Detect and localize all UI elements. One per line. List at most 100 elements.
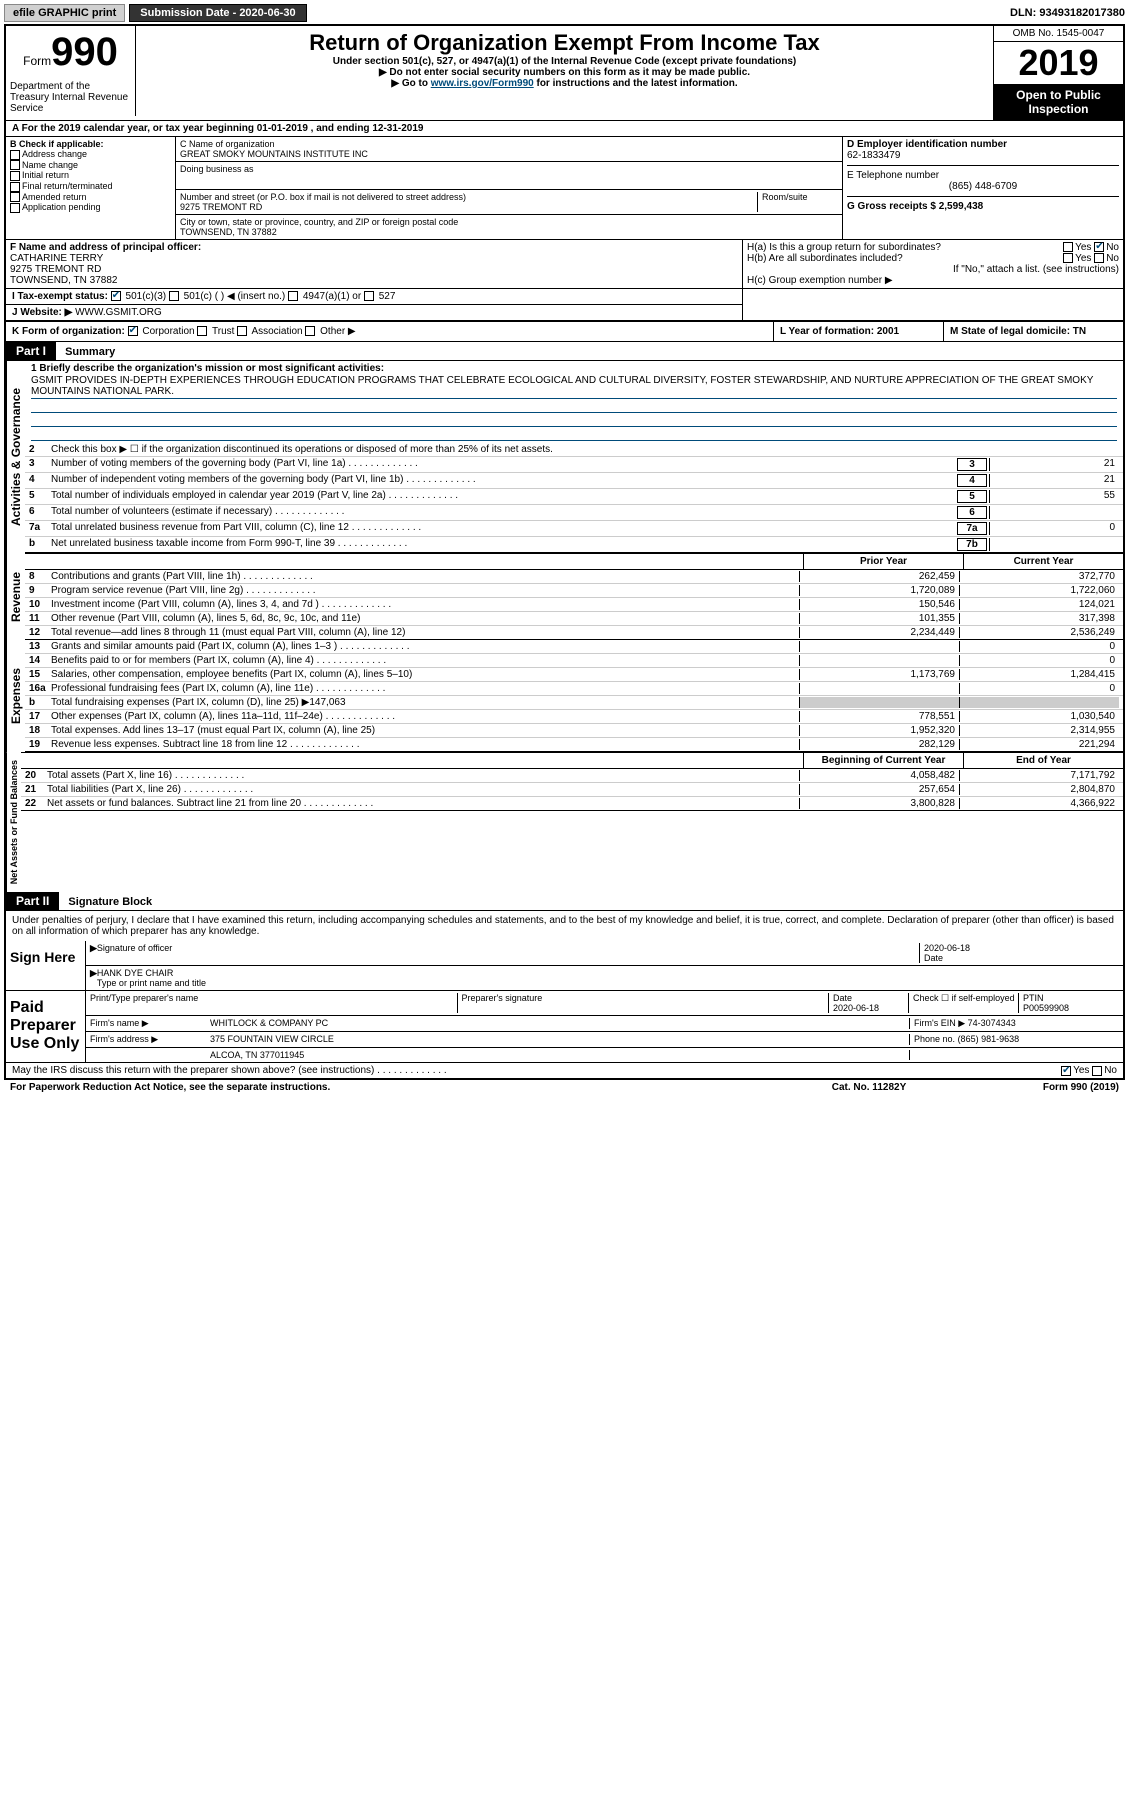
cat-no: Cat. No. 11282Y <box>769 1082 969 1093</box>
net-label: Net Assets or Fund Balances <box>6 752 21 892</box>
discuss-row: May the IRS discuss this return with the… <box>6 1063 1123 1078</box>
exp-label: Expenses <box>6 640 25 752</box>
name-label: C Name of organization <box>180 139 838 149</box>
f-addr2: TOWNSEND, TN 37882 <box>10 275 738 286</box>
form-footer: Form 990 (2019) <box>969 1082 1119 1093</box>
line-5: 5Total number of individuals employed in… <box>25 489 1123 505</box>
mission-text: GSMIT PROVIDES IN-DEPTH EXPERIENCES THRO… <box>31 374 1117 399</box>
header-sub3: ▶ Go to www.irs.gov/Form990 for instruct… <box>140 78 989 89</box>
header-right: OMB No. 1545-0047 2019 Open to Public In… <box>993 26 1123 120</box>
k-l-m-row: K Form of organization: Corporation Trus… <box>6 321 1123 342</box>
dba-label: Doing business as <box>180 164 838 174</box>
line-14: 14Benefits paid to or for members (Part … <box>25 654 1123 668</box>
tax-year-row: A For the 2019 calendar year, or tax yea… <box>6 121 1123 137</box>
street-cell: Number and street (or P.O. box if mail i… <box>176 190 842 215</box>
f-name: CATHARINE TERRY <box>10 253 738 264</box>
i-row: I Tax-exempt status: 501(c)(3) 501(c) ( … <box>6 289 742 305</box>
ha-row: H(a) Is this a group return for subordin… <box>747 242 1119 253</box>
line-21: 21Total liabilities (Part X, line 26)257… <box>21 783 1123 797</box>
line-6: 6Total number of volunteers (estimate if… <box>25 505 1123 521</box>
chk-initial[interactable]: Initial return <box>10 170 171 181</box>
irs-link[interactable]: www.irs.gov/Form990 <box>431 78 534 89</box>
part2-title: Signature Block <box>62 894 158 910</box>
ein-block: D Employer identification number 62-1833… <box>847 139 1119 166</box>
bcy-header: Beginning of Current Year <box>803 753 963 768</box>
paid-preparer-row: Paid Preparer Use Only Print/Type prepar… <box>6 991 1123 1063</box>
chk-pending[interactable]: Application pending <box>10 202 171 213</box>
line-3: 3Number of voting members of the governi… <box>25 457 1123 473</box>
line-19: 19Revenue less expenses. Subtract line 1… <box>25 738 1123 752</box>
footer-row: For Paperwork Reduction Act Notice, see … <box>4 1080 1125 1095</box>
line-4: 4Number of independent voting members of… <box>25 473 1123 489</box>
room-label: Room/suite <box>758 192 838 212</box>
dln-label: DLN: 93493182017380 <box>1010 7 1125 19</box>
expenses-area: Expenses 13Grants and similar amounts pa… <box>6 640 1123 752</box>
line-11: 11Other revenue (Part VIII, column (A), … <box>25 612 1123 626</box>
col-d: D Employer identification number 62-1833… <box>843 137 1123 239</box>
header-sub2: ▶ Do not enter social security numbers o… <box>140 67 989 78</box>
line-16a: 16aProfessional fundraising fees (Part I… <box>25 682 1123 696</box>
header-row: Form990 Department of the Treasury Inter… <box>6 26 1123 121</box>
form-title: Return of Organization Exempt From Incom… <box>140 30 989 56</box>
city-cell: City or town, state or province, country… <box>176 215 842 239</box>
part1-header: Part I Summary <box>6 342 1123 361</box>
h-box: H(a) Is this a group return for subordin… <box>743 240 1123 288</box>
header-sub1: Under section 501(c), 527, or 4947(a)(1)… <box>140 56 989 67</box>
net-header: Beginning of Current Year End of Year <box>21 752 1123 769</box>
submission-date-button[interactable]: Submission Date - 2020-06-30 <box>129 4 306 22</box>
sign-here-row: Sign Here ▶ Signature of officer 2020-06… <box>6 941 1123 991</box>
dept-treasury: Department of the Treasury Internal Reve… <box>6 79 136 116</box>
sub3-post: for instructions and the latest informat… <box>534 78 738 89</box>
revenue-area: Revenue Prior Year Current Year 8Contrib… <box>6 553 1123 640</box>
mission-blank3 <box>31 427 1117 441</box>
dba-cell: Doing business as <box>176 162 842 190</box>
chk-name[interactable]: Name change <box>10 160 171 171</box>
line-18: 18Total expenses. Add lines 13–17 (must … <box>25 724 1123 738</box>
line-17: 17Other expenses (Part IX, column (A), l… <box>25 710 1123 724</box>
h-note: If "No," attach a list. (see instruction… <box>747 264 1119 275</box>
firm-city-line: ALCOA, TN 377011945 <box>86 1048 1123 1062</box>
chk-final[interactable]: Final return/terminated <box>10 181 171 192</box>
omb-number: OMB No. 1545-0047 <box>994 26 1123 42</box>
open-public-badge: Open to Public Inspection <box>994 84 1123 120</box>
rev-label: Revenue <box>6 553 25 640</box>
form-number: 990 <box>51 30 118 74</box>
tax-year: 2019 <box>994 42 1123 84</box>
form-word: Form <box>23 54 51 68</box>
mission-blank1 <box>31 399 1117 413</box>
street-label: Number and street (or P.O. box if mail i… <box>180 192 753 202</box>
hc-row: H(c) Group exemption number ▶ <box>747 275 1119 286</box>
paperwork-notice: For Paperwork Reduction Act Notice, see … <box>10 1082 769 1093</box>
line-16b: bTotal fundraising expenses (Part IX, co… <box>25 696 1123 710</box>
line-15: 15Salaries, other compensation, employee… <box>25 668 1123 682</box>
line-9: 9Program service revenue (Part VIII, lin… <box>25 584 1123 598</box>
mission-box: 1 Briefly describe the organization's mi… <box>25 361 1123 443</box>
m-cell: M State of legal domicile: TN <box>943 322 1123 341</box>
form-border: Form990 Department of the Treasury Inter… <box>4 24 1125 1080</box>
phone-val: (865) 448-6709 <box>847 181 1119 192</box>
declaration: Under penalties of perjury, I declare th… <box>6 911 1123 941</box>
preparer-line1: Print/Type preparer's name Preparer's si… <box>86 991 1123 1016</box>
firm-name-line: Firm's name ▶ WHITLOCK & COMPANY PC Firm… <box>86 1016 1123 1032</box>
mission-label: 1 Briefly describe the organization's mi… <box>31 363 1117 374</box>
i-j-row: I Tax-exempt status: 501(c)(3) 501(c) ( … <box>6 289 1123 321</box>
efile-button[interactable]: efile GRAPHIC print <box>4 4 125 22</box>
phone-block: E Telephone number (865) 448-6709 <box>847 170 1119 197</box>
street-val: 9275 TREMONT RD <box>180 202 753 212</box>
col-b: B Check if applicable: Address change Na… <box>6 137 176 239</box>
line-10: 10Investment income (Part VIII, column (… <box>25 598 1123 612</box>
j-row: J Website: ▶ WWW.GSMIT.ORG <box>6 305 742 320</box>
line-13: 13Grants and similar amounts paid (Part … <box>25 640 1123 654</box>
officer-name-line: ▶ HANK DYE CHAIRType or print name and t… <box>86 966 1123 990</box>
line-12: 12Total revenue—add lines 8 through 11 (… <box>25 626 1123 640</box>
header-center: Return of Organization Exempt From Incom… <box>136 26 993 120</box>
chk-amended[interactable]: Amended return <box>10 192 171 203</box>
officer-sig-line: ▶ Signature of officer 2020-06-18Date <box>86 941 1123 966</box>
chk-address[interactable]: Address change <box>10 149 171 160</box>
hb-row: H(b) Are all subordinates included? Yes … <box>747 253 1119 264</box>
mission-blank2 <box>31 413 1117 427</box>
rev-header: Prior Year Current Year <box>25 553 1123 570</box>
gross-receipts: G Gross receipts $ 2,599,438 <box>847 201 1119 212</box>
line-2: 2Check this box ▶ ☐ if the organization … <box>25 443 1123 457</box>
sub3-pre: ▶ Go to <box>391 78 430 89</box>
